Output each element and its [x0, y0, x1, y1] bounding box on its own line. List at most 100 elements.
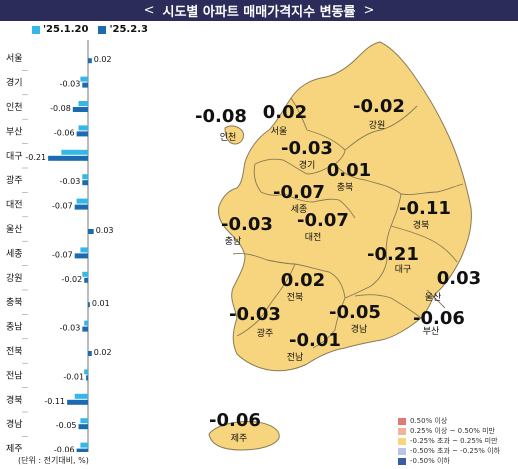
bar-series-2 — [88, 302, 90, 308]
map-value-label: -0.07 — [273, 182, 325, 203]
chevron-right-icon: > — [363, 3, 375, 18]
legend-item-series-1: '25.1.20 — [32, 24, 88, 35]
bar-value-label: -0.11 — [44, 397, 65, 406]
map-legend-label: -0.50% 초과 ~ -0.25% 이하 — [410, 447, 501, 455]
legend-label-series-2: '25.2.3 — [109, 24, 148, 35]
map-value-label: -0.05 — [329, 302, 381, 323]
chevron-left-icon: < — [143, 3, 155, 18]
map-legend-swatch — [398, 437, 406, 445]
bar-category-label: 울산 — [6, 224, 23, 235]
map-legend-label: 0.50% 이상 — [410, 417, 448, 425]
bar-series-1 — [80, 247, 88, 253]
map-legend-item: 0.50% 이상 — [398, 416, 500, 426]
bar-category-label: 광주 — [6, 174, 23, 186]
bar-category-label: 부산 — [6, 126, 23, 137]
bar-series-2 — [82, 180, 88, 186]
map-legend-swatch — [398, 417, 406, 425]
bar-series-2 — [74, 253, 88, 259]
map-region-label: 부산 — [423, 326, 440, 337]
title-bar: < 시도별 아파트 매매가격지수 변동률 > — [0, 0, 518, 21]
map-value-label: -0.08 — [195, 106, 247, 127]
bar-value-label: -0.02 — [61, 275, 82, 284]
bar-series-2 — [82, 326, 88, 332]
bar-value-label: -0.08 — [50, 104, 71, 113]
map-value-label: -0.03 — [229, 304, 281, 325]
bar-category-label: 경남 — [6, 418, 23, 430]
legend-swatch-series-2 — [98, 25, 107, 34]
incheon-island-shape — [224, 125, 244, 145]
map-region-label: 경기 — [299, 159, 316, 171]
map-legend-swatch — [398, 427, 406, 435]
bar-category-label: 인천 — [6, 102, 23, 113]
map-region-label: 광주 — [257, 327, 274, 339]
map-shapes — [208, 41, 472, 451]
bar-category-label: 전남 — [6, 370, 23, 381]
bar-series-2 — [72, 107, 88, 112]
map-region-label: 울산 — [425, 292, 442, 303]
map-legend-item: 0.25% 이상 ~ 0.50% 미만 — [398, 426, 500, 436]
map-legend-item: -0.25% 초과 ~ 0.25% 미만 — [398, 436, 500, 446]
bar-series-2 — [67, 399, 88, 405]
bar-series-2 — [76, 131, 88, 137]
map-legend-label: -0.50% 이하 — [410, 457, 450, 465]
map-legend: 0.50% 이상 0.25% 이상 ~ 0.50% 미만 -0.25% 초과 ~ 0… — [398, 416, 500, 466]
bar-category-label: 강원 — [6, 273, 23, 284]
map-value-label: 0.01 — [327, 160, 371, 181]
bar-value-label: -0.07 — [52, 250, 73, 259]
bar-value-label: 0.03 — [96, 226, 114, 235]
bar-chart: 서울 0.02 경기 -0.03 인천 -0.08 부산 -0.06 대구 -0.21 광주 -0.0… — [6, 40, 114, 452]
bar-series-1 — [80, 76, 88, 82]
bar-series-1 — [80, 442, 88, 448]
map-legend-item: -0.50% 초과 ~ -0.25% 이하 — [398, 446, 500, 456]
bar-category-label: 대전 — [6, 200, 23, 211]
map-value-label: -0.03 — [281, 138, 333, 159]
bar-category-label: 세종 — [6, 248, 23, 259]
map-value-label: 0.02 — [263, 102, 307, 123]
map-value-label: -0.06 — [209, 410, 261, 431]
map-region-label: 대구 — [395, 264, 412, 275]
bar-series-1 — [74, 393, 88, 399]
map-region-label: 전북 — [287, 292, 304, 303]
bar-value-label: -0.07 — [52, 202, 73, 211]
bar-category-label: 경북 — [6, 394, 23, 406]
bar-series-2 — [88, 351, 92, 356]
bar-series-2 — [76, 448, 88, 452]
legend-swatch-series-1 — [32, 25, 40, 34]
bar-category-label: 대구 — [6, 151, 23, 162]
bar-value-label: -0.06 — [54, 128, 75, 137]
bar-series-1 — [84, 320, 88, 326]
map-legend-item: -0.50% 이하 — [398, 456, 500, 466]
page-title: 시도별 아파트 매매가격지수 변동률 — [162, 5, 356, 20]
map-value-label: -0.01 — [289, 330, 341, 351]
map-value-label: 0.02 — [281, 270, 325, 291]
bar-series-1 — [78, 101, 88, 106]
bar-series-1 — [76, 198, 88, 204]
map-legend-swatch — [398, 447, 406, 455]
bar-series-2 — [82, 82, 88, 88]
bar-value-label: -0.03 — [60, 324, 81, 333]
bar-category-label: 전북 — [6, 346, 23, 357]
province-borders — [232, 97, 464, 349]
map-legend-label: 0.25% 이상 ~ 0.50% 미만 — [410, 427, 496, 435]
bar-series-2 — [84, 277, 88, 283]
bar-series-2 — [86, 375, 88, 381]
bar-series-2 — [48, 155, 88, 161]
map-value-label: -0.11 — [399, 198, 451, 219]
legend-item-series-2: '25.2.3 — [98, 24, 148, 35]
map-value-label: -0.06 — [413, 308, 465, 329]
bar-category-label: 서울 — [6, 53, 23, 64]
map-value-label: -0.07 — [297, 210, 349, 231]
unit-note: (단위 : 전기대비, %) — [18, 456, 89, 465]
bar-value-label: -0.01 — [63, 372, 84, 381]
bar-series-2 — [88, 229, 94, 234]
bar-value-label: -0.03 — [60, 177, 81, 186]
map-region-label: 제주 — [231, 433, 248, 444]
bar-value-label: -0.05 — [56, 421, 77, 430]
bar-category-label: 제주 — [6, 444, 23, 452]
map-legend-swatch — [398, 457, 406, 465]
map-value-label: -0.03 — [221, 214, 273, 235]
bar-value-label: 0.01 — [92, 299, 110, 308]
map-region-label: 강원 — [369, 120, 386, 131]
